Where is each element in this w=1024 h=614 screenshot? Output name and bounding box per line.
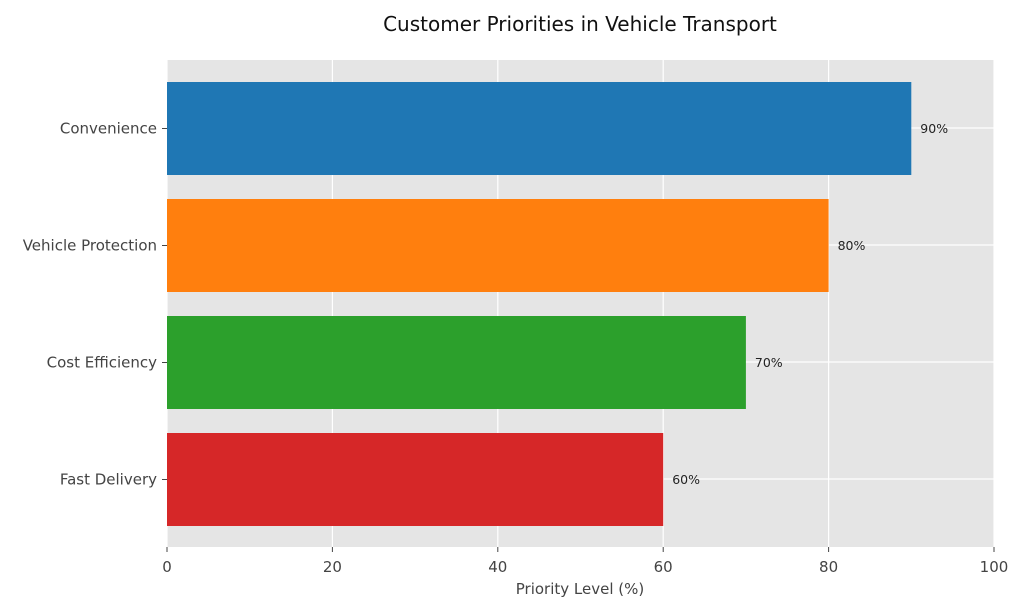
y-axis: Convenience Vehicle Protection Cost Effici… (23, 120, 167, 489)
y-tick-label: Cost Efficiency (47, 354, 157, 372)
y-tick-label: Convenience (60, 120, 157, 138)
data-label: 80% (838, 238, 866, 253)
bar-fast-delivery (167, 433, 664, 526)
x-tick-label: 80 (819, 558, 838, 576)
x-axis: 0 20 40 60 80 100 (162, 547, 1008, 576)
data-label: 90% (920, 121, 948, 136)
data-labels: 90% 80% 70% 60% (672, 121, 948, 487)
x-tick-label: 60 (654, 558, 673, 576)
bars (167, 82, 912, 526)
x-tick-label: 40 (488, 558, 507, 576)
data-label: 60% (672, 472, 700, 487)
x-axis-title: Priority Level (%) (516, 580, 644, 598)
bar-convenience (167, 82, 912, 175)
x-tick-label: 0 (162, 558, 172, 576)
x-tick-label: 20 (323, 558, 342, 576)
y-tick-label: Fast Delivery (60, 471, 157, 489)
x-tick-label: 100 (980, 558, 1009, 576)
y-tick-label: Vehicle Protection (23, 237, 157, 255)
chart-title: Customer Priorities in Vehicle Transport (383, 12, 777, 36)
bar-cost-efficiency (167, 316, 746, 409)
bar-vehicle-protection (167, 199, 829, 292)
data-label: 70% (755, 355, 783, 370)
